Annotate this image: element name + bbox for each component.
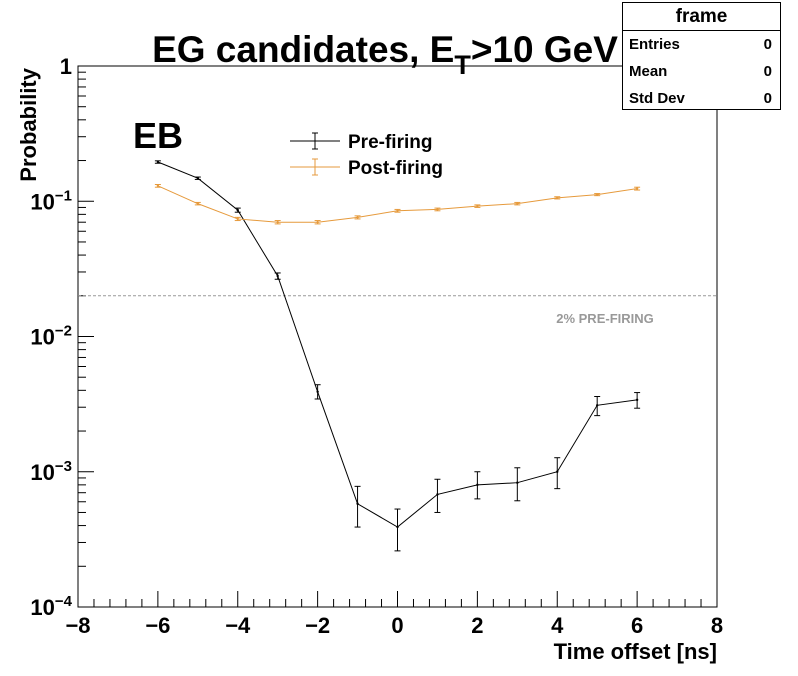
x-tick-label: −6 <box>145 613 170 638</box>
x-tick-label: 6 <box>631 613 643 638</box>
stats-row-mean: Mean 0 <box>623 58 780 85</box>
stats-box: frame Entries 0 Mean 0 Std Dev 0 <box>622 2 781 110</box>
y-axis-label: Probability <box>16 67 41 181</box>
data-point <box>476 204 479 208</box>
reference-line-label: 2% PRE-FIRING <box>556 311 654 326</box>
legend-entry: Pre-firing <box>290 132 432 153</box>
series-group <box>154 160 641 552</box>
x-tick-label: −8 <box>65 613 90 638</box>
y-tick-label: 10−4 <box>30 593 72 620</box>
data-point <box>396 525 399 529</box>
data-point <box>196 177 200 180</box>
x-tick-label: 2 <box>471 613 483 638</box>
stats-value: 0 <box>763 90 772 107</box>
data-point <box>156 184 160 188</box>
data-point <box>595 193 599 196</box>
y-tick-label: 10−3 <box>30 458 72 485</box>
data-point <box>556 196 559 200</box>
x-tick-label: 0 <box>391 613 403 638</box>
chart-title-main: EG candidates, E <box>152 29 454 70</box>
y-tick-label: 10−1 <box>30 187 72 214</box>
reference-line-group: 2% PRE-FIRING <box>78 295 717 326</box>
chart-title-subscript: T <box>454 50 471 80</box>
data-point <box>156 160 160 164</box>
data-point <box>436 493 439 496</box>
data-point <box>436 208 439 211</box>
data-point <box>476 483 479 487</box>
data-point <box>316 221 319 224</box>
data-point <box>556 470 559 473</box>
legend: Pre-firing Post-firing <box>290 132 443 179</box>
x-axis-label: Time offset [ns] <box>554 639 717 664</box>
series-line <box>157 161 638 528</box>
series-post-firing <box>154 183 641 225</box>
data-point <box>635 187 639 190</box>
series-pre-firing <box>154 160 641 552</box>
x-tick-label: 8 <box>711 613 723 638</box>
legend-entry: Post-firing <box>290 158 443 179</box>
axes: −8 −6 −4 −2 0 2 4 6 8 10−4 10−3 10−2 10−1 1 <box>30 54 723 638</box>
y-tick-label: 10−2 <box>30 323 72 350</box>
legend-label: Pre-firing <box>348 132 432 153</box>
chart-title-tail: >10 GeV <box>471 29 618 70</box>
stats-label: Std Dev <box>629 90 685 107</box>
chart-title: EG candidates, ET>10 GeV <box>152 29 618 80</box>
data-point <box>236 217 239 221</box>
data-point <box>316 390 319 394</box>
region-label: EB <box>133 115 183 156</box>
data-point <box>236 208 239 212</box>
stats-value: 0 <box>763 36 772 53</box>
data-point <box>196 202 200 205</box>
data-point <box>516 481 519 484</box>
data-point <box>356 216 359 219</box>
stats-row-stddev: Std Dev 0 <box>623 85 780 112</box>
stats-box-title: frame <box>623 3 780 31</box>
data-point <box>356 502 359 505</box>
legend-label: Post-firing <box>348 158 443 179</box>
y-tick-label: 1 <box>60 54 72 79</box>
data-point <box>276 221 279 224</box>
stats-value: 0 <box>763 63 772 80</box>
data-point <box>396 209 399 212</box>
data-point <box>516 202 519 205</box>
x-tick-label: −2 <box>305 613 330 638</box>
data-point <box>276 274 279 278</box>
x-tick-label: −4 <box>225 613 251 638</box>
stats-row-entries: Entries 0 <box>623 31 780 58</box>
stats-label: Entries <box>629 36 680 53</box>
stats-label: Mean <box>629 63 668 80</box>
x-tick-label: 4 <box>551 613 564 638</box>
data-point <box>635 398 639 402</box>
data-point <box>595 404 599 407</box>
